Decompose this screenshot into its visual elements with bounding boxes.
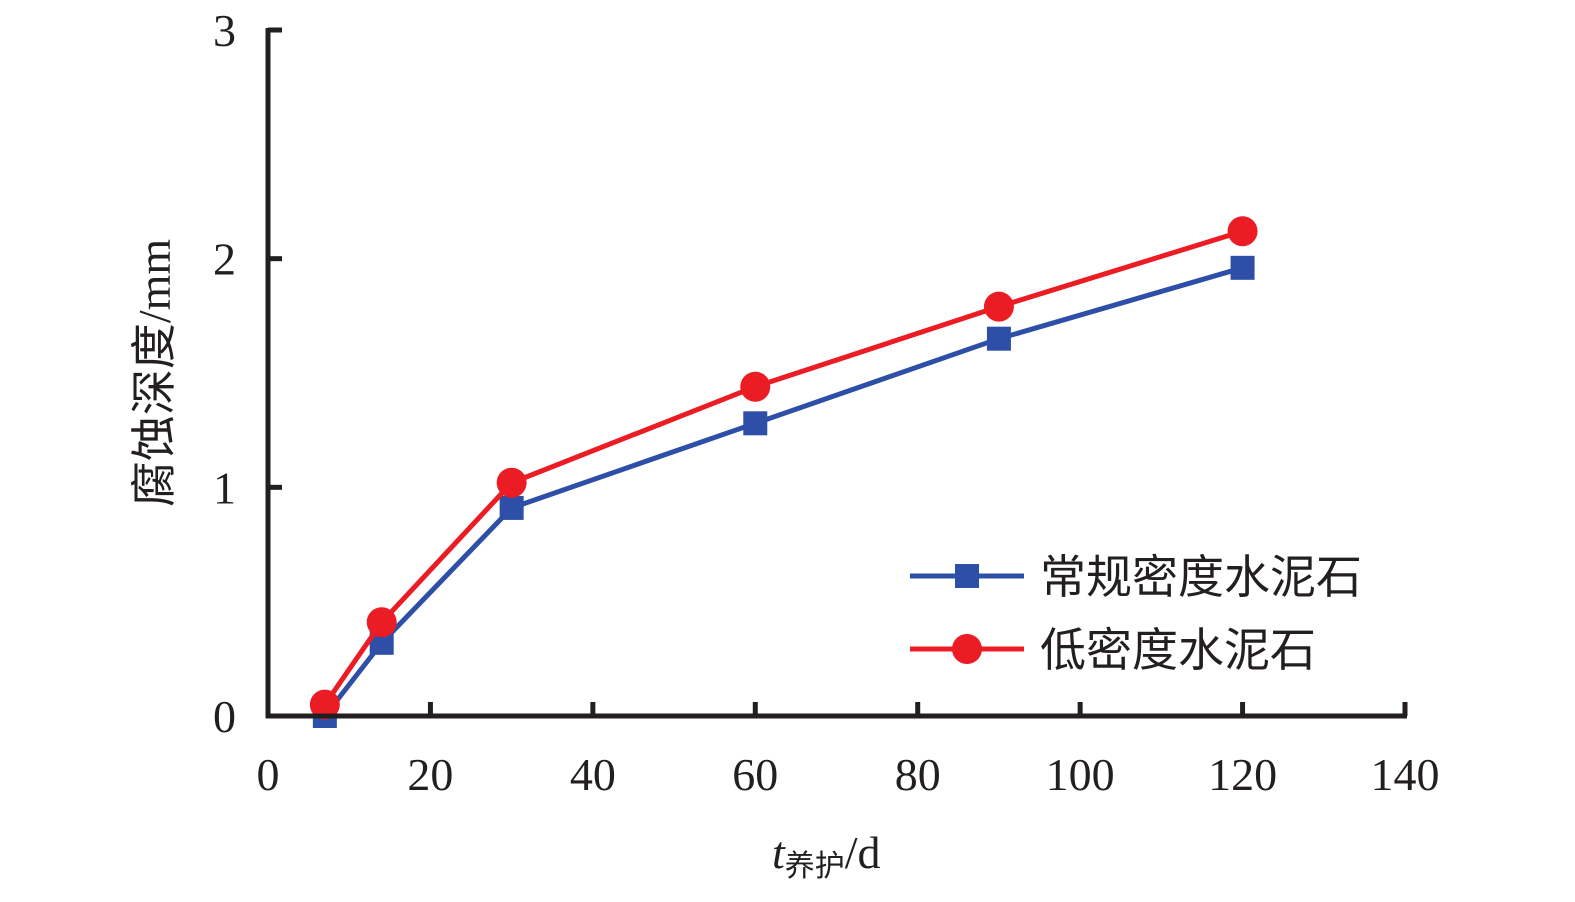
x-axis-label-var: t (772, 827, 786, 878)
y-tick-label: 2 (213, 234, 236, 285)
series-1 (309, 216, 1258, 720)
data-point-circle (496, 467, 527, 498)
x-tick-label: 100 (1046, 749, 1115, 800)
legend-label-series-0: 常规密度水泥石 (1040, 552, 1362, 603)
x-axis-label: t养护/d (772, 827, 881, 883)
series-line (322, 228, 1244, 706)
x-tick-label: 40 (570, 749, 616, 800)
data-point-circle (309, 689, 340, 720)
data-point-square (499, 495, 524, 520)
legend-marker-circle-icon (952, 634, 982, 664)
data-point-circle (1227, 216, 1258, 247)
x-tick-label: 20 (407, 749, 453, 800)
x-tick-label: 0 (257, 749, 280, 800)
legend: 常规密度水泥石 低密度水泥石 (910, 552, 1362, 676)
y-tick-label: 0 (213, 691, 236, 742)
x-axis-label-unit: /d (845, 827, 881, 878)
data-point-circle (983, 291, 1014, 322)
data-point-square (743, 411, 768, 436)
y-tick-label: 3 (213, 5, 236, 56)
data-point-square (986, 326, 1011, 351)
x-tick-label: 80 (895, 749, 941, 800)
x-tick-label: 140 (1371, 749, 1440, 800)
x-tick-label: 60 (732, 749, 778, 800)
data-point-circle (366, 607, 397, 638)
data-point-square (1230, 255, 1255, 280)
legend-label-series-1: 低密度水泥石 (1040, 625, 1316, 676)
legend-marker-square-icon (955, 564, 979, 588)
series-line (322, 265, 1244, 718)
y-axis-label: 腐蚀深度/mm (129, 239, 180, 508)
y-tick-label: 1 (213, 462, 236, 513)
x-axis-label-subscript: 养护 (785, 850, 845, 883)
data-point-circle (740, 371, 771, 402)
x-tick-label: 120 (1208, 749, 1277, 800)
